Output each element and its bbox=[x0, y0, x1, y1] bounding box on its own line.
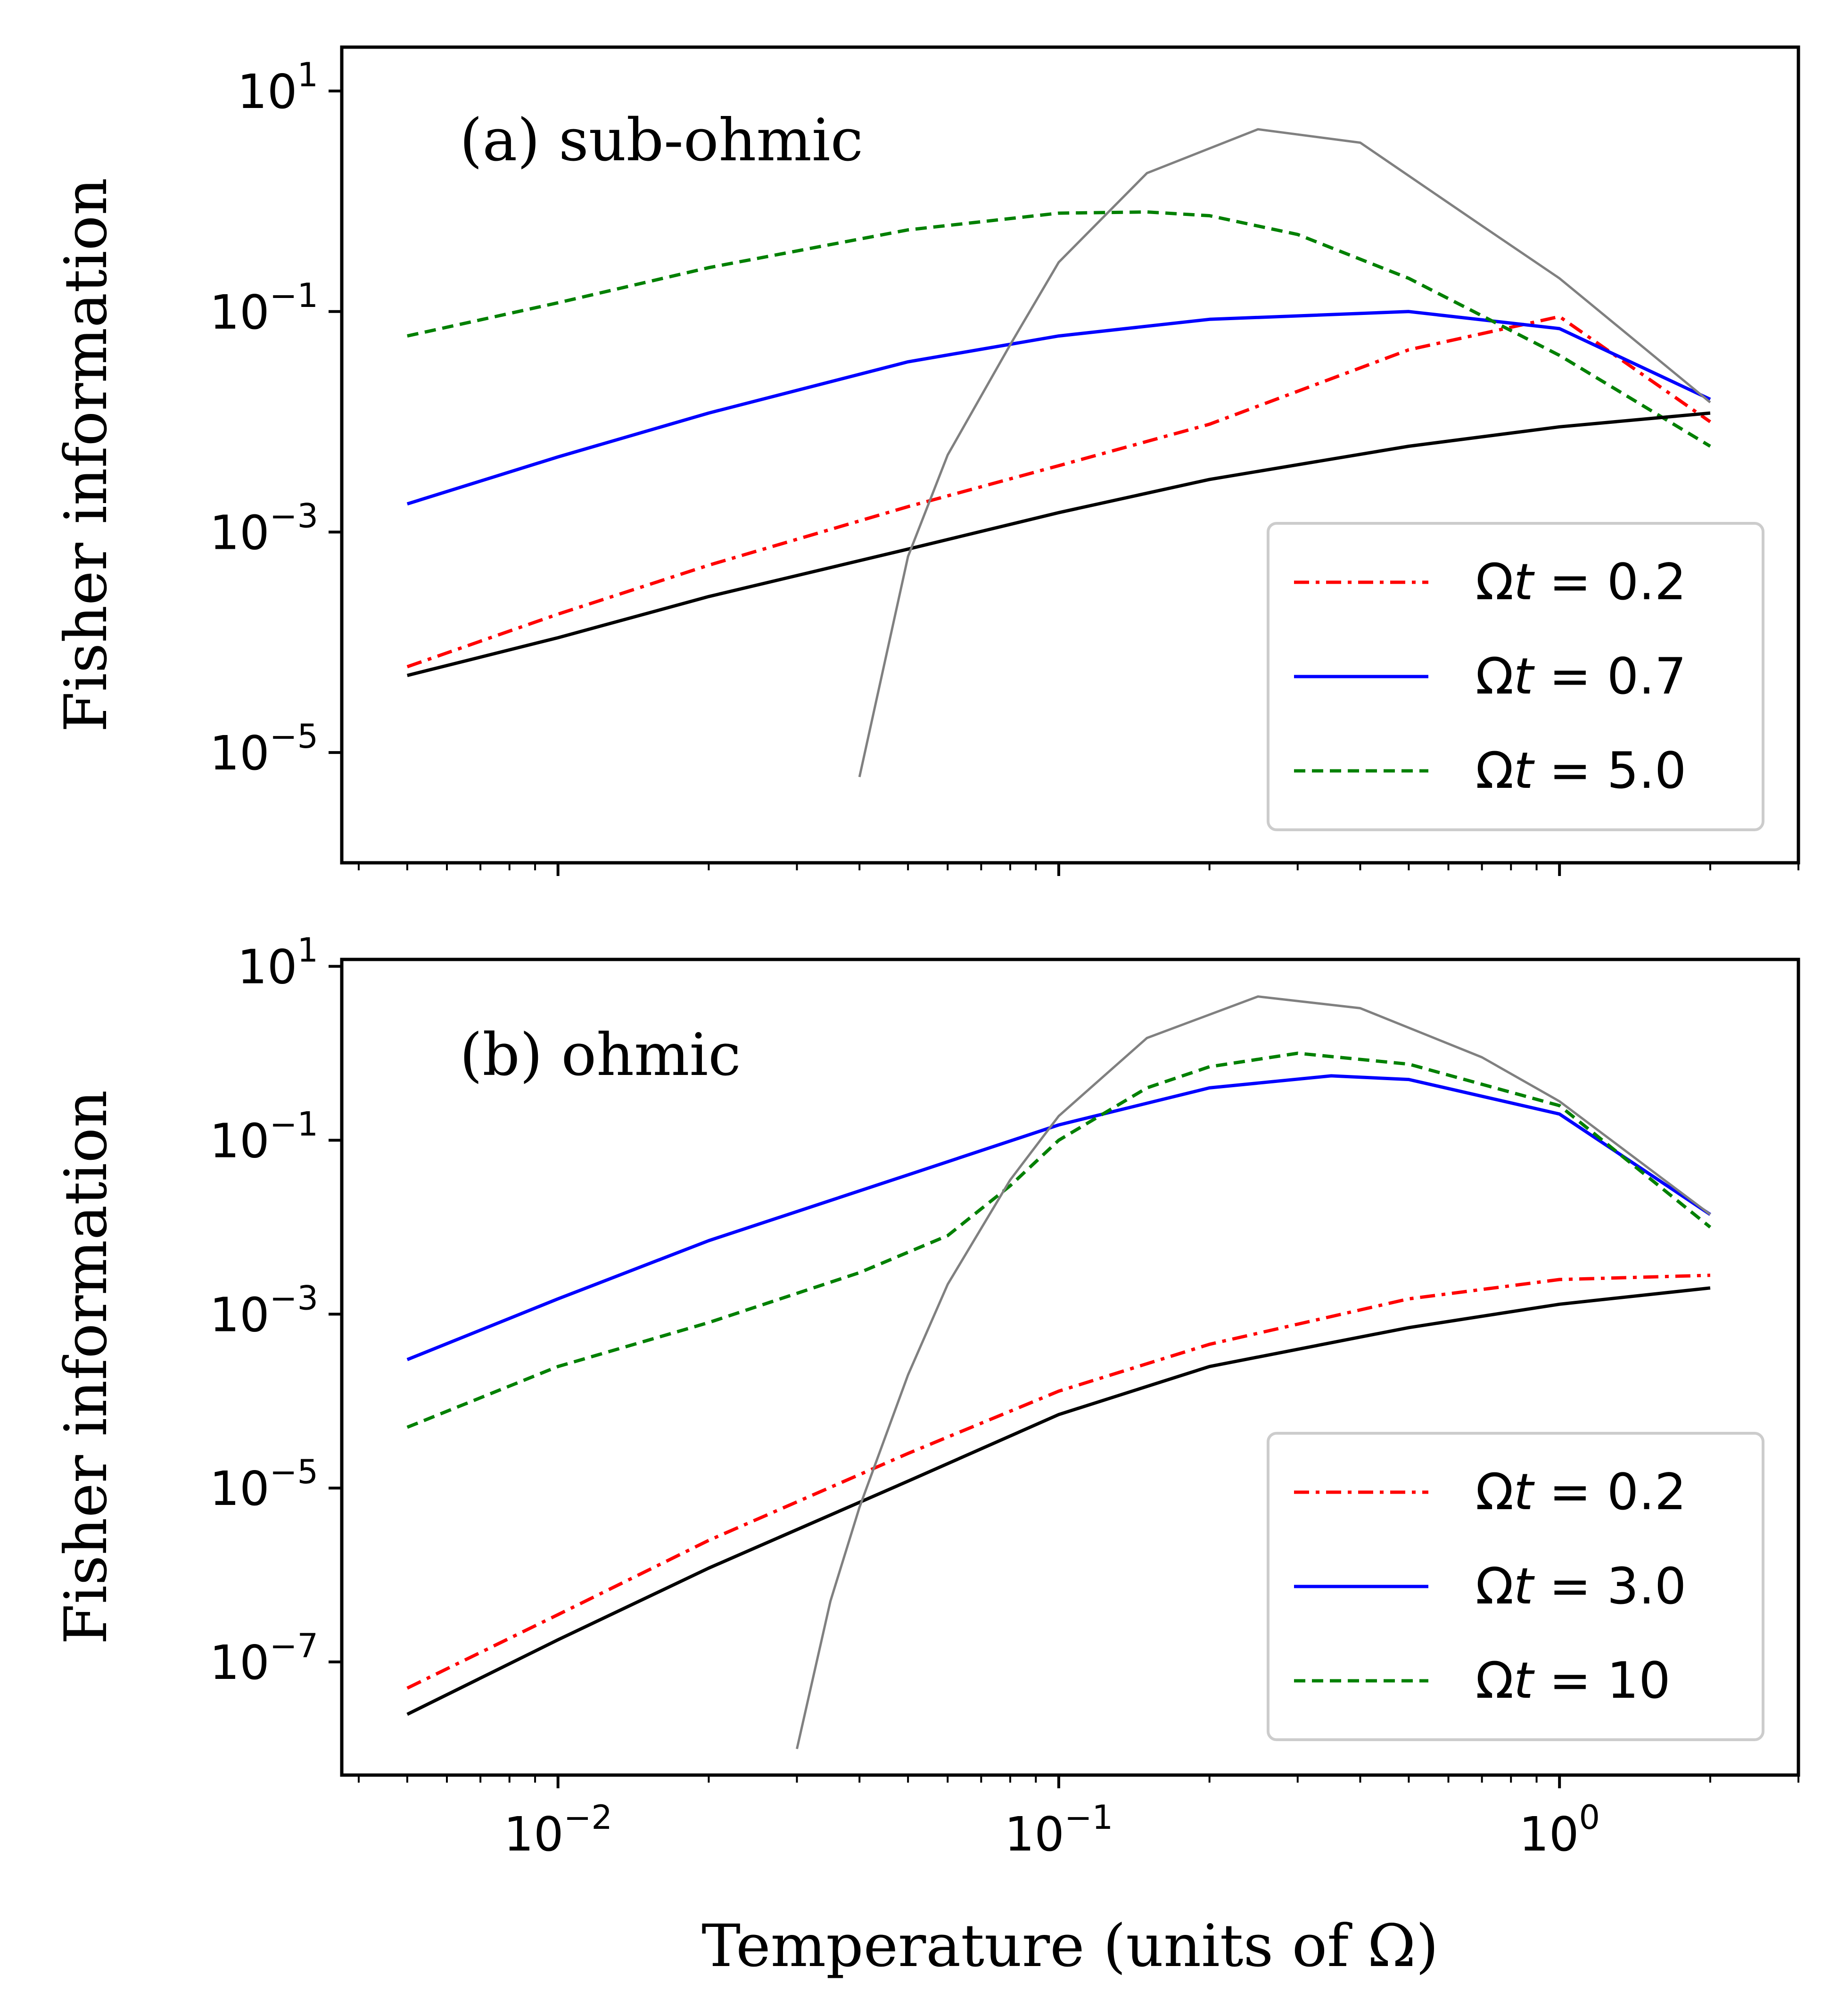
y-tick-label: 10−7 bbox=[210, 1627, 318, 1690]
series-line-reference_black bbox=[406, 1286, 1711, 1716]
y-tick-label: 10−3 bbox=[210, 1279, 318, 1342]
x-tick-label: 100 bbox=[1519, 1798, 1600, 1862]
series-group-b bbox=[406, 995, 1712, 1750]
series-line-omega_t_0.7 bbox=[406, 310, 1711, 506]
legend-label-omega_t_0.2: Ωt = 0.2 bbox=[1476, 553, 1686, 611]
legend-label-omega_t_0.7: Ωt = 0.7 bbox=[1476, 647, 1686, 705]
panel-label-b: (b) ohmic bbox=[460, 1021, 741, 1089]
legend-a: Ωt = 0.2 Ωt = 0.7 Ωt = 5.0 bbox=[1267, 522, 1764, 831]
panel-a: 101 10−1 10−3 10−5 (a) sub-ohmic Fisher inf… bbox=[52, 45, 1800, 876]
series-line-reference_gray bbox=[858, 128, 1711, 777]
series-line-omega_t_0.2 bbox=[406, 315, 1711, 669]
y-axis-label-b: Fisher information bbox=[52, 1090, 120, 1644]
x-ticks-b: 10−2 10−1 100 bbox=[357, 1775, 1799, 1862]
y-tick-label: 10−1 bbox=[210, 1105, 318, 1168]
legend-b: Ωt = 0.2 Ωt = 3.0 Ωt = 10 bbox=[1267, 1432, 1764, 1741]
y-axis-label-a: Fisher information bbox=[52, 178, 120, 732]
legend-label-omega_t_0.2: Ωt = 0.2 bbox=[1476, 1463, 1686, 1521]
x-tick-label: 10−1 bbox=[1005, 1798, 1113, 1862]
panel-b: 101 10−1 10−3 10−5 10−7 10−2 10−1 100 (b) ohmi… bbox=[52, 931, 1800, 1980]
series-line-omega_t_3.0 bbox=[406, 1074, 1711, 1362]
y-tick-label: 10−1 bbox=[210, 276, 318, 340]
series-line-omega_t_0.2 bbox=[406, 1273, 1710, 1690]
x-tick-label: 10−2 bbox=[503, 1798, 612, 1862]
x-ticks-a bbox=[357, 863, 1799, 876]
series-group-a bbox=[406, 128, 1711, 777]
y-tick-label: 10−5 bbox=[210, 1453, 318, 1516]
series-line-reference_gray bbox=[796, 995, 1711, 1750]
x-axis-label: Temperature (units of Ω) bbox=[701, 1912, 1439, 1980]
plot-frame-a bbox=[340, 45, 1800, 865]
legend-box bbox=[1267, 522, 1764, 831]
panel-label-a: (a) sub-ohmic bbox=[460, 107, 863, 174]
y-tick-label: 101 bbox=[237, 56, 318, 119]
y-tick-label: 101 bbox=[237, 931, 318, 995]
y-tick-label: 10−5 bbox=[210, 717, 318, 781]
series-line-omega_t_10 bbox=[406, 1051, 1712, 1429]
series-line-omega_t_5.0 bbox=[407, 210, 1711, 448]
y-tick-label: 10−3 bbox=[210, 496, 318, 560]
y-ticks-a: 101 10−1 10−3 10−5 bbox=[210, 56, 342, 781]
legend-label-omega_t_3.0: Ωt = 3.0 bbox=[1476, 1557, 1686, 1615]
y-ticks-b: 101 10−1 10−3 10−5 10−7 bbox=[210, 931, 342, 1690]
legend-label-omega_t_10: Ωt = 10 bbox=[1476, 1652, 1671, 1710]
series-line-reference_black bbox=[407, 411, 1711, 678]
legend-box bbox=[1267, 1432, 1764, 1741]
plot-frame-b bbox=[340, 958, 1800, 1777]
legend-label-omega_t_5.0: Ωt = 5.0 bbox=[1476, 742, 1686, 800]
